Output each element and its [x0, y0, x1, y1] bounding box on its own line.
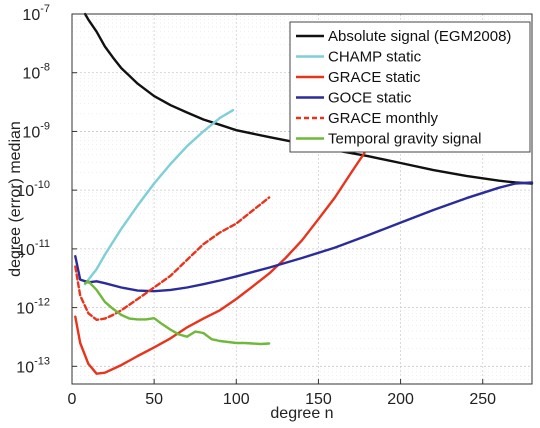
legend-label: Absolute signal (EGM2008) — [328, 28, 511, 45]
legend-label: GRACE monthly — [328, 110, 439, 127]
legend-box — [289, 21, 531, 153]
legend: Absolute signal (EGM2008) CHAMP static GRA… — [289, 21, 531, 153]
legend-label: GOCE static — [328, 90, 412, 107]
x-tick-label: 0 — [68, 391, 77, 408]
legend-label: GRACE static — [328, 69, 421, 86]
x-axis-label: degree n — [270, 405, 333, 422]
y-tick-label: 10-13 — [16, 355, 50, 376]
x-tick-label: 100 — [223, 391, 250, 408]
x-tick-label: 200 — [387, 391, 414, 408]
y-tick-label: 10-10 — [16, 179, 50, 200]
y-tick-label: 10-11 — [17, 238, 50, 259]
series-line-absolute-signal-egm2008 — [83, 12, 534, 185]
data-series — [74, 12, 534, 375]
series-line-temporal-gravity-signal — [83, 280, 271, 346]
plot-frame — [71, 13, 533, 385]
y-tick-label: 10-12 — [16, 297, 50, 318]
series-line-grace-monthly — [74, 196, 271, 321]
series-line-champ-static — [83, 109, 235, 286]
legend-label: CHAMP static — [328, 49, 422, 66]
x-tick-label: 150 — [305, 391, 332, 408]
y-tick-label: 10-9 — [22, 120, 50, 141]
y-axis-label: degree (error) median — [7, 121, 24, 277]
axis-ticks: 0 50 100 150 200 250 10-7 10-8 10-9 10-10 10-11 10-… — [16, 3, 496, 408]
y-tick-label: 10-7 — [22, 3, 50, 24]
x-tick-label: 250 — [469, 391, 496, 408]
series-line-goce-static — [74, 181, 534, 293]
y-tick-label: 10-8 — [22, 62, 50, 83]
series-line-grace-static — [74, 151, 366, 375]
grid-lines — [71, 13, 532, 384]
x-tick-label: 50 — [145, 391, 163, 408]
legend-label: Temporal gravity signal — [328, 131, 481, 148]
